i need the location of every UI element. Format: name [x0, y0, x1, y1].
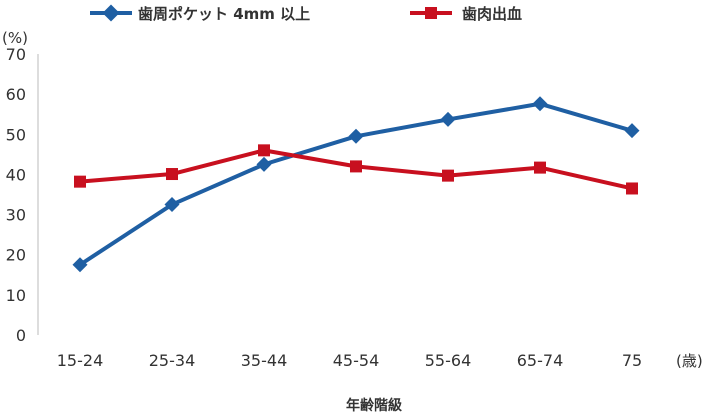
data-point-0 — [256, 156, 272, 172]
data-point-0 — [532, 96, 548, 112]
data-point-1 — [74, 175, 86, 188]
data-point-1 — [350, 160, 362, 173]
x-tick-label: 25-34 — [149, 351, 196, 370]
y-tick-label: 0 — [16, 326, 26, 345]
y-unit-label: (%) — [2, 29, 28, 47]
legend-item-0: 歯周ポケット 4mm 以上 — [90, 4, 310, 23]
x-tick-label: 55-64 — [425, 351, 472, 370]
legend-marker-0 — [102, 4, 120, 22]
data-point-1 — [626, 182, 638, 195]
x-axis-ticks: 15-24 25-34 35-44 45-54 55-64 65-74 75 — [57, 351, 642, 370]
y-tick-label: 20 — [6, 246, 26, 265]
data-point-1 — [166, 168, 178, 181]
legend-item-1: 歯肉出血 — [410, 5, 522, 23]
data-point-0 — [164, 197, 180, 213]
y-tick-label: 10 — [6, 286, 26, 305]
series-line-0 — [78, 101, 633, 267]
x-tick-label: 75 — [622, 351, 642, 370]
legend-label-0: 歯周ポケット 4mm 以上 — [138, 5, 310, 23]
x-tick-label: 15-24 — [57, 351, 104, 370]
x-tick-label: 45-54 — [333, 351, 380, 370]
data-point-0 — [348, 128, 364, 144]
plot-area — [72, 96, 640, 273]
legend-label-1: 歯肉出血 — [462, 5, 522, 23]
x-axis-title: 年齢階級 — [346, 397, 402, 414]
y-axis-ticks: 0 10 20 30 40 50 60 70 — [6, 45, 26, 345]
data-point-1 — [442, 169, 454, 182]
y-tick-label: 70 — [6, 45, 26, 64]
data-point-1 — [258, 144, 270, 157]
y-tick-label: 50 — [6, 125, 26, 144]
x-tick-label: 65-74 — [517, 351, 564, 370]
legend: 歯周ポケット 4mm 以上 歯肉出血 — [90, 4, 522, 23]
y-tick-label: 60 — [6, 85, 26, 104]
data-point-0 — [440, 111, 456, 127]
data-point-1 — [534, 161, 546, 174]
y-tick-label: 40 — [6, 165, 26, 184]
data-point-0 — [624, 123, 640, 139]
data-point-0 — [72, 257, 88, 273]
x-unit-label: (歳) — [676, 352, 703, 370]
y-tick-label: 30 — [6, 206, 26, 225]
legend-marker-1 — [425, 7, 437, 19]
x-tick-label: 35-44 — [241, 351, 288, 370]
